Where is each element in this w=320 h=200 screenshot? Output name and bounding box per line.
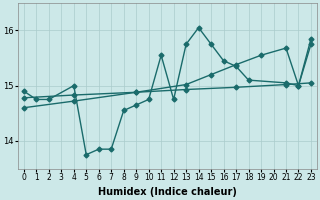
X-axis label: Humidex (Indice chaleur): Humidex (Indice chaleur): [98, 187, 237, 197]
